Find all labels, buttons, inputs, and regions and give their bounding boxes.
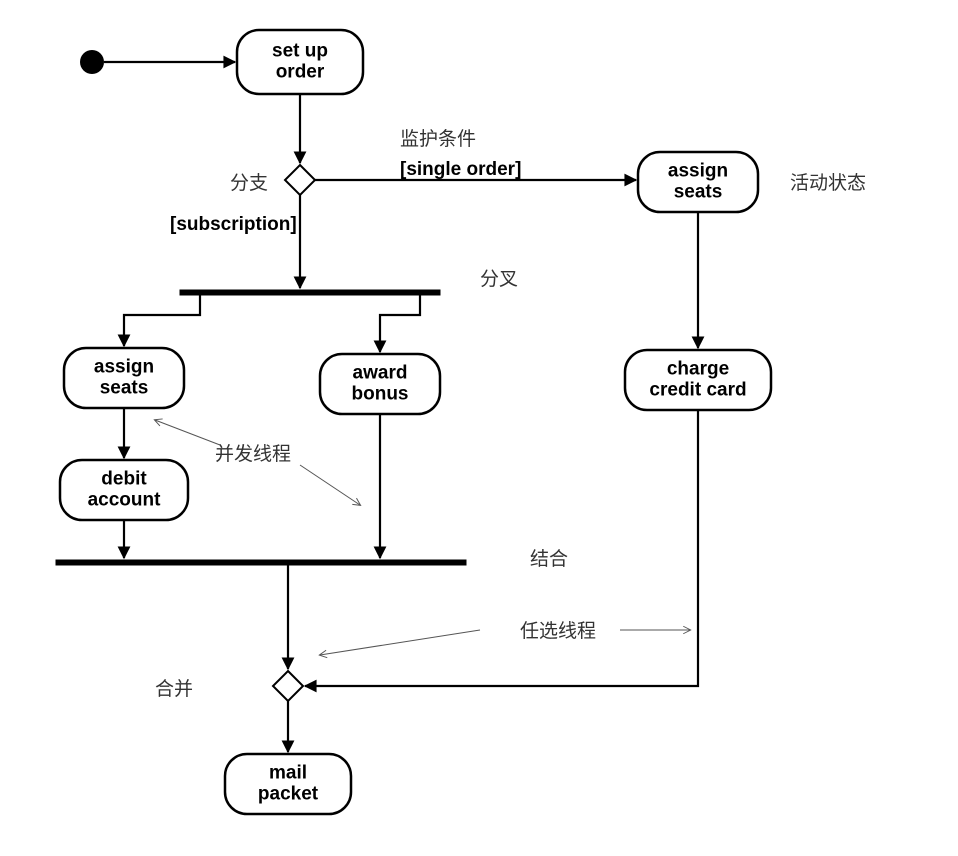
decision-merge [273,671,303,701]
activity-charge_cc: chargecredit card [625,350,771,410]
svg-text:bonus: bonus [352,384,409,405]
edge-fork-award [380,295,420,352]
annot-optional-left [320,630,480,655]
annot-concurrent-2 [300,465,360,505]
activity-assign_seats_r: assignseats [638,152,758,212]
svg-text:seats: seats [674,182,723,203]
edge-fork-assignL [124,295,200,346]
svg-text:award: award [353,363,408,384]
svg-text:credit card: credit card [649,380,746,401]
sync-bar-fork [180,290,440,295]
activity-debit_account: debitaccount [60,460,188,520]
svg-text:set up: set up [272,41,328,62]
label-concurrent: 并发线程 [215,443,291,465]
svg-text:debit: debit [101,469,147,490]
label-fork: 分叉 [480,268,518,290]
label-guard-title: 监护条件 [400,128,476,150]
activity-setup_order: set uporder [237,30,363,94]
activity-mail_packet: mailpacket [225,754,351,814]
svg-text:packet: packet [258,784,319,805]
svg-text:assign: assign [94,357,154,378]
svg-text:order: order [276,62,325,83]
edge-charge-merge [305,410,698,686]
sync-bar-join [56,560,466,565]
svg-text:account: account [88,490,162,511]
label-optional: 任选线程 [520,620,596,642]
label-join: 结合 [530,548,568,570]
svg-text:mail: mail [269,763,307,784]
initial-node [80,50,104,74]
guard-single-order: [single order] [400,159,521,180]
svg-text:assign: assign [668,161,728,182]
label-activity-state: 活动状态 [790,172,866,194]
activity-award_bonus: awardbonus [320,354,440,414]
label-branch: 分支 [230,172,268,194]
activity-assign_seats_l: assignseats [64,348,184,408]
svg-text:charge: charge [667,359,729,380]
decision-branch [285,165,315,195]
guard-subscription: [subscription] [170,214,297,235]
label-merge: 合并 [155,678,193,700]
annot-concurrent-1 [155,420,220,445]
svg-text:seats: seats [100,378,149,399]
